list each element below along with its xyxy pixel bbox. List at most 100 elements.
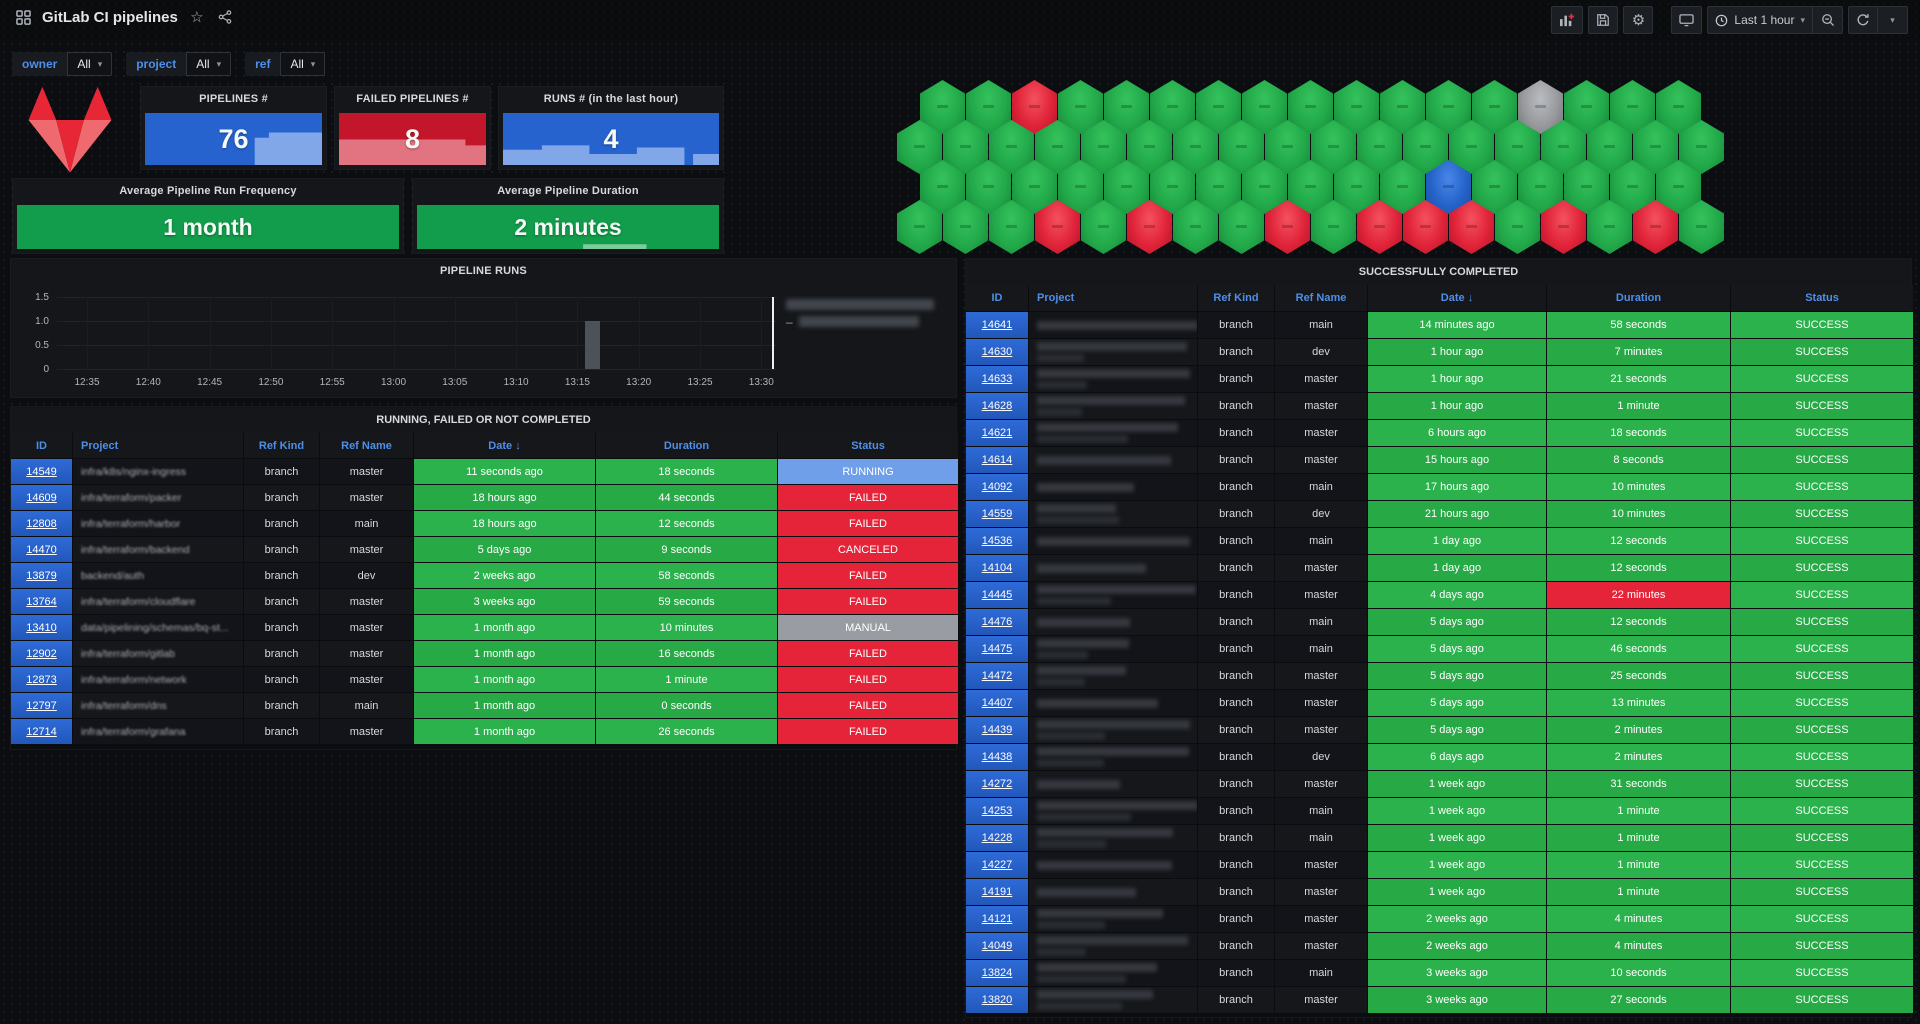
column-header-status[interactable]: Status — [1731, 285, 1913, 311]
date-cell: 2 weeks ago — [1368, 906, 1546, 932]
hexagon-success[interactable] — [943, 200, 988, 254]
pipeline-id-link[interactable]: 14227 — [966, 852, 1028, 878]
pipeline-id-link[interactable]: 14272 — [966, 771, 1028, 797]
pipeline-id-link[interactable]: 13764 — [11, 589, 72, 614]
pipeline-id-link[interactable]: 14475 — [966, 636, 1028, 662]
hexagon-success[interactable] — [1587, 200, 1632, 254]
pipeline-id-link[interactable]: 14407 — [966, 690, 1028, 716]
pipeline-id-link[interactable]: 13820 — [966, 987, 1028, 1013]
refresh-button[interactable] — [1848, 6, 1878, 34]
pipeline-id-link[interactable]: 14104 — [966, 555, 1028, 581]
histogram-bar[interactable] — [585, 321, 600, 369]
column-header-duration[interactable]: Duration — [596, 433, 777, 458]
column-header-refname[interactable]: Ref Name — [1275, 285, 1367, 311]
share-icon[interactable] — [216, 8, 234, 26]
hexagon-failed[interactable] — [1127, 200, 1172, 254]
column-header-refkind[interactable]: Ref Kind — [1198, 285, 1274, 311]
pipeline-id-link[interactable]: 13410 — [11, 615, 72, 640]
legend-item-redacted[interactable] — [786, 299, 934, 310]
ref-kind-cell: branch — [244, 563, 319, 588]
hexagon-success[interactable] — [989, 200, 1034, 254]
pipeline-id-link[interactable]: 14536 — [966, 528, 1028, 554]
column-header-status[interactable]: Status — [778, 433, 958, 458]
pipeline-id-link[interactable]: 12808 — [11, 511, 72, 536]
column-header-id[interactable]: ID — [966, 285, 1028, 311]
pipeline-id-link[interactable]: 14092 — [966, 474, 1028, 500]
hexagon-success[interactable] — [1679, 200, 1724, 254]
column-header-refkind[interactable]: Ref Kind — [244, 433, 319, 458]
ref-name-cell: main — [1275, 312, 1367, 338]
pipeline-id-link[interactable]: 14438 — [966, 744, 1028, 770]
hexagon-label — [1144, 145, 1155, 148]
pipeline-id-link[interactable]: 14630 — [966, 339, 1028, 365]
pipeline-id-link[interactable]: 14549 — [11, 459, 72, 484]
pipeline-id-link[interactable]: 12902 — [11, 641, 72, 666]
hexagon-success[interactable] — [1081, 200, 1126, 254]
hexagon-success[interactable] — [1173, 200, 1218, 254]
column-header-date[interactable]: Date ↓ — [414, 433, 595, 458]
variable-owner-value[interactable]: All ▾ — [67, 52, 113, 76]
hexagon-failed[interactable] — [1541, 200, 1586, 254]
column-header-id[interactable]: ID — [11, 433, 72, 458]
pipeline-id-link[interactable]: 14228 — [966, 825, 1028, 851]
pipeline-id-link[interactable]: 14609 — [11, 485, 72, 510]
apps-grid-icon[interactable] — [14, 8, 32, 26]
hexagon-failed[interactable] — [1265, 200, 1310, 254]
pipeline-id-link[interactable]: 12873 — [11, 667, 72, 692]
pipeline-id-link[interactable]: 13824 — [966, 960, 1028, 986]
zoom-out-time-button[interactable] — [1813, 6, 1843, 34]
pipeline-id-link[interactable]: 14641 — [966, 312, 1028, 338]
hexagon-label — [1443, 105, 1454, 108]
kiosk-tv-button[interactable] — [1671, 6, 1703, 34]
refresh-interval-dropdown[interactable]: ▾ — [1878, 6, 1908, 34]
column-header-date[interactable]: Date ↓ — [1368, 285, 1546, 311]
pipeline-id-link[interactable]: 14472 — [966, 663, 1028, 689]
hexagon-failed[interactable] — [1357, 200, 1402, 254]
variable-project-value[interactable]: All ▾ — [186, 52, 232, 76]
x-tick-label: 12:35 — [74, 377, 100, 388]
pipeline-id-link[interactable]: 14621 — [966, 420, 1028, 446]
hexagon-success[interactable] — [1495, 200, 1540, 254]
star-icon[interactable]: ☆ — [190, 9, 204, 26]
dashboard-settings-button[interactable]: ⚙ — [1623, 6, 1654, 34]
hexagon-success[interactable] — [897, 200, 942, 254]
pipeline-id-link[interactable]: 14049 — [966, 933, 1028, 959]
legend-item-redacted[interactable] — [798, 316, 919, 327]
pipeline-id-link[interactable]: 12797 — [11, 693, 72, 718]
pipeline-id-link[interactable]: 14445 — [966, 582, 1028, 608]
duration-cell: 10 minutes — [1547, 474, 1730, 500]
pipeline-id-link[interactable]: 14470 — [11, 537, 72, 562]
add-panel-button[interactable] — [1551, 6, 1584, 34]
hexagon-failed[interactable] — [1403, 200, 1448, 254]
status-badge: SUCCESS — [1731, 501, 1913, 527]
time-series-plot[interactable]: 12:35 12:40 12:45 12:50 12:55 13:00 13:05 13:10… — [57, 297, 777, 388]
redacted-text-bar — [1037, 516, 1119, 524]
hexagon-success[interactable] — [1311, 200, 1356, 254]
pipeline-id-link[interactable]: 14633 — [966, 366, 1028, 392]
hexagon-failed[interactable] — [1633, 200, 1678, 254]
pipeline-id-link[interactable]: 14121 — [966, 906, 1028, 932]
time-range-picker[interactable]: Last 1 hour ▾ — [1707, 6, 1813, 34]
pipeline-id-link[interactable]: 12714 — [11, 719, 72, 744]
redacted-text-bar — [1037, 678, 1085, 686]
pipeline-id-link[interactable]: 14439 — [966, 717, 1028, 743]
table-header: ID Project Ref Kind Ref Name Date ↓ Duration S… — [966, 285, 1913, 311]
hexagon-failed[interactable] — [1449, 200, 1494, 254]
hexagon-label — [1512, 225, 1523, 228]
pipeline-id-link[interactable]: 14253 — [966, 798, 1028, 824]
save-dashboard-button[interactable] — [1588, 6, 1619, 34]
pipeline-id-link[interactable]: 14191 — [966, 879, 1028, 905]
column-header-duration[interactable]: Duration — [1547, 285, 1730, 311]
hexagon-success[interactable] — [1219, 200, 1264, 254]
column-header-refname[interactable]: Ref Name — [320, 433, 413, 458]
panel-title: SUCCESSFULLY COMPLETED — [966, 259, 1911, 285]
pipeline-id-link[interactable]: 13879 — [11, 563, 72, 588]
hexagon-failed[interactable] — [1035, 200, 1080, 254]
pipeline-id-link[interactable]: 14628 — [966, 393, 1028, 419]
column-header-project[interactable]: Project — [1029, 285, 1197, 311]
pipeline-id-link[interactable]: 14614 — [966, 447, 1028, 473]
column-header-project[interactable]: Project — [73, 433, 243, 458]
pipeline-id-link[interactable]: 14559 — [966, 501, 1028, 527]
pipeline-id-link[interactable]: 14476 — [966, 609, 1028, 635]
variable-ref-value[interactable]: All ▾ — [280, 52, 326, 76]
